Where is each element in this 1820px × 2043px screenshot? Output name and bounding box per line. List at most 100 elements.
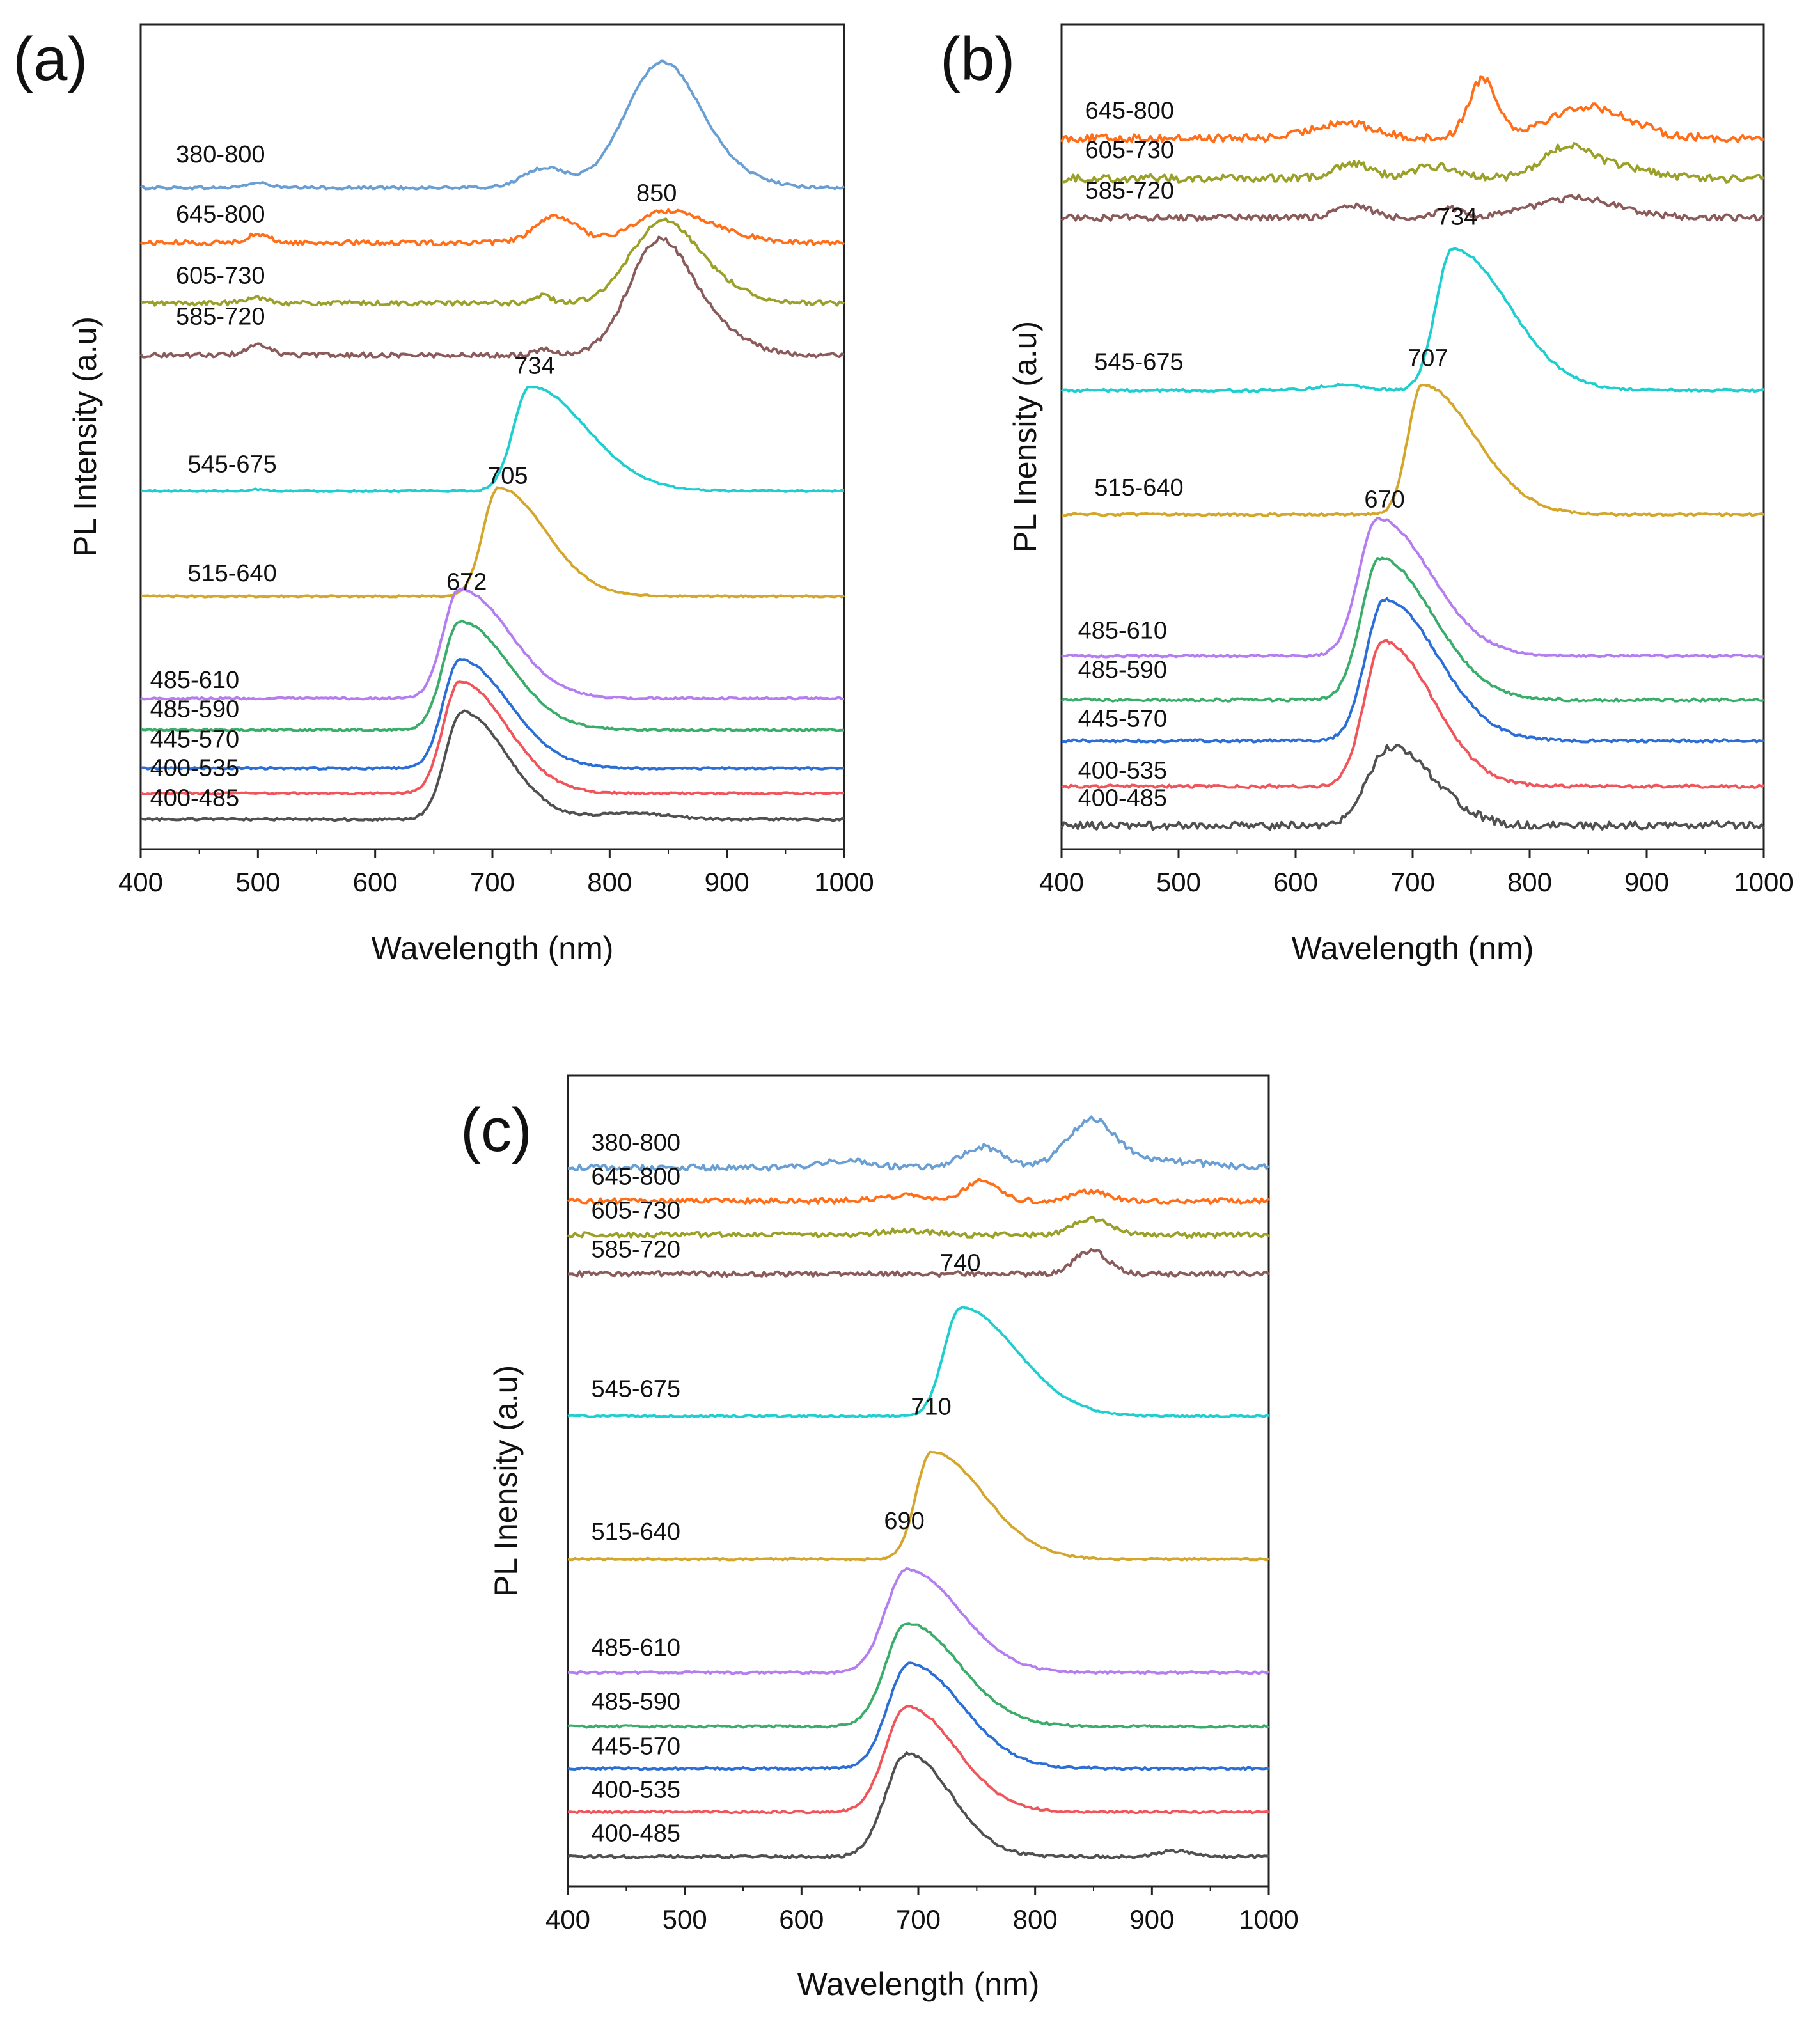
series-line-585-720 (1060, 193, 1764, 223)
series-label-400-535: 400-535 (592, 1777, 680, 1804)
series-line-485-610 (140, 587, 845, 701)
series-line-485-610 (1061, 516, 1764, 659)
series-line-485-590 (567, 1622, 1269, 1729)
x-tick-label: 600 (1273, 867, 1318, 897)
series-label-400-535: 400-535 (1078, 757, 1167, 784)
series-line-400-485 (1060, 744, 1765, 831)
x-tick-label: 500 (1156, 867, 1201, 897)
series-label-485-590: 485-590 (1078, 657, 1167, 684)
series-label-485-590: 485-590 (592, 1688, 680, 1715)
series-line-545-675 (1060, 247, 1764, 393)
series-label-545-675: 545-675 (592, 1376, 680, 1403)
series-line-400-485 (567, 1751, 1269, 1860)
x-tick-label: 500 (235, 867, 280, 897)
series-line-645-800 (567, 1178, 1270, 1205)
x-tick-label: 700 (896, 1904, 941, 1934)
series-line-605-730 (567, 1216, 1270, 1239)
panel-label: (c) (460, 1096, 532, 1164)
series-label-380-800: 380-800 (176, 141, 265, 168)
series-label-400-485: 400-485 (150, 785, 239, 811)
x-axis-label: Wavelength (nm) (1292, 930, 1534, 966)
x-tick-label: 800 (587, 867, 632, 897)
series-label-400-535: 400-535 (150, 755, 239, 782)
x-tick-label: 400 (545, 1904, 590, 1934)
series-line-400-535 (140, 680, 845, 796)
series-label-645-800: 645-800 (592, 1164, 680, 1191)
series-line-645-800 (1060, 75, 1764, 144)
series-label-515-640: 515-640 (1094, 474, 1183, 501)
x-tick-label: 900 (1624, 867, 1669, 897)
x-tick-label: 900 (1129, 1904, 1174, 1934)
series-label-645-800: 645-800 (1085, 97, 1174, 124)
series-label-585-720: 585-720 (176, 303, 265, 330)
series-line-400-485 (140, 709, 845, 822)
series-line-515-640 (140, 486, 845, 599)
y-axis-label: PL Inensity (a.u) (1007, 321, 1043, 552)
series-label-585-720: 585-720 (1085, 178, 1174, 205)
series-label-445-570: 445-570 (1078, 705, 1167, 732)
series-label-400-485: 400-485 (592, 1820, 680, 1847)
series-line-380-800 (567, 1115, 1270, 1172)
x-tick-label: 1000 (1239, 1904, 1298, 1934)
series-label-545-675: 545-675 (1094, 349, 1183, 376)
x-tick-label: 400 (118, 867, 163, 897)
peak-annotation: 670 (1364, 487, 1404, 513)
peak-annotation: 690 (884, 1508, 924, 1535)
peak-annotation: 740 (940, 1249, 980, 1276)
series-line-485-590 (1060, 556, 1764, 703)
series-line-645-800 (139, 208, 845, 247)
peak-annotation: 734 (1437, 203, 1477, 230)
series-line-515-640 (1061, 384, 1765, 517)
x-tick-label: 800 (1013, 1904, 1058, 1934)
x-tick-label: 400 (1039, 867, 1084, 897)
y-axis-label: PL Intensity (a.u) (67, 317, 103, 557)
panel-c: 400 500 600 700 800 900 1000 Wavelength (nm) PL … (460, 1074, 1299, 2002)
series-line-585-720 (139, 235, 845, 359)
panel-b: 400 500 600 700 800 900 1000 Wavelength (nm) PL … (940, 23, 1794, 966)
series-label-485-610: 485-610 (150, 667, 239, 694)
series-line-400-535 (1061, 639, 1765, 790)
series-label-645-800: 645-800 (176, 201, 265, 228)
peak-annotation: 850 (636, 180, 677, 207)
peak-annotation: 710 (911, 1393, 951, 1420)
series-label-400-485: 400-485 (1078, 785, 1167, 811)
series-label-445-570: 445-570 (150, 726, 239, 753)
x-tick-label: 900 (705, 867, 749, 897)
series-label-485-610: 485-610 (1078, 618, 1167, 645)
x-tick-label: 600 (779, 1904, 824, 1934)
series-line-545-675 (567, 1306, 1269, 1418)
series-label-515-640: 515-640 (187, 560, 276, 587)
peak-annotation: 672 (446, 569, 487, 596)
series-line-380-800 (140, 59, 845, 191)
series-line-445-570 (140, 657, 845, 771)
series-line-545-675 (140, 386, 845, 493)
panel-label: (b) (940, 25, 1015, 93)
x-tick-label: 1000 (1734, 867, 1793, 897)
series-line-515-640 (567, 1450, 1269, 1562)
series-label-605-730: 605-730 (592, 1198, 680, 1225)
series-label-605-730: 605-730 (1085, 137, 1174, 164)
x-tick-label: 800 (1507, 867, 1552, 897)
series-line-400-535 (567, 1705, 1269, 1815)
series-line-585-720 (567, 1248, 1270, 1278)
series-label-605-730: 605-730 (176, 262, 265, 289)
peak-annotation: 707 (1408, 345, 1448, 372)
x-tick-label: 600 (353, 867, 398, 897)
panel-label: (a) (13, 25, 88, 93)
series-line-485-610 (567, 1567, 1270, 1675)
series-line-445-570 (1061, 597, 1764, 744)
series-line-485-590 (140, 619, 844, 732)
panel-a: 400 500 600 700 800 900 1000 Wavelength (nm) PL … (13, 23, 874, 966)
series-label-485-590: 485-590 (150, 696, 239, 723)
x-tick-label: 700 (470, 867, 515, 897)
series-line-605-730 (1061, 142, 1764, 184)
series-line-605-730 (140, 217, 845, 307)
peak-annotation: 705 (487, 463, 528, 490)
series-label-445-570: 445-570 (592, 1734, 680, 1760)
x-tick-label: 700 (1390, 867, 1435, 897)
x-tick-label: 500 (663, 1904, 707, 1934)
x-tick-label: 1000 (814, 867, 874, 897)
series-label-545-675: 545-675 (187, 451, 276, 478)
x-axis-label: Wavelength (nm) (372, 930, 614, 966)
